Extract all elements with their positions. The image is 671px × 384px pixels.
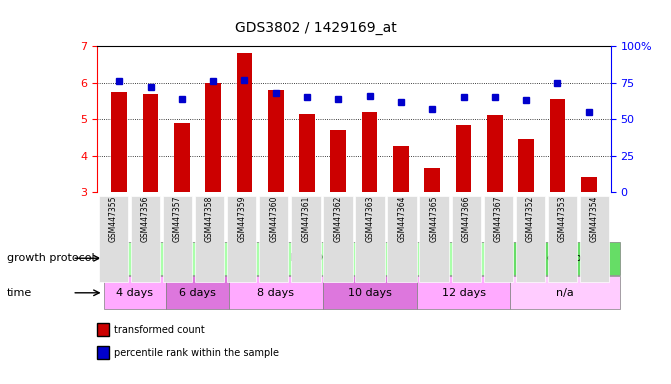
Text: GSM447352: GSM447352: [526, 196, 535, 242]
Bar: [581, 177, 597, 192]
Text: GSM447359: GSM447359: [237, 196, 246, 242]
Bar: [205, 83, 221, 192]
Text: GSM447364: GSM447364: [398, 196, 407, 242]
Bar: [323, 276, 417, 309]
Text: time: time: [7, 288, 32, 298]
Bar: [268, 90, 284, 192]
Text: GSM447366: GSM447366: [462, 196, 471, 242]
Text: GSM447365: GSM447365: [429, 196, 439, 242]
Bar: [143, 93, 158, 192]
Text: GSM447363: GSM447363: [366, 196, 374, 242]
Bar: [331, 130, 346, 192]
Text: 6 days: 6 days: [179, 288, 216, 298]
Bar: [174, 123, 190, 192]
Text: GSM447358: GSM447358: [205, 196, 214, 242]
Text: growth protocol: growth protocol: [7, 253, 95, 263]
Bar: [237, 53, 252, 192]
Bar: [550, 99, 565, 192]
Text: GSM447354: GSM447354: [590, 196, 599, 242]
Bar: [362, 112, 377, 192]
Text: 8 days: 8 days: [257, 288, 294, 298]
Text: 10 days: 10 days: [348, 288, 392, 298]
Text: GSM447361: GSM447361: [301, 196, 310, 242]
Text: GSM447360: GSM447360: [269, 196, 278, 242]
Bar: [518, 139, 534, 192]
Bar: [511, 276, 620, 309]
Text: GSM447367: GSM447367: [494, 196, 503, 242]
Text: n/a: n/a: [556, 288, 574, 298]
Text: transformed count: transformed count: [114, 325, 205, 335]
Bar: [424, 168, 440, 192]
Bar: [103, 242, 511, 275]
Bar: [511, 242, 620, 275]
Bar: [111, 92, 127, 192]
Text: 4 days: 4 days: [116, 288, 154, 298]
Bar: [487, 115, 503, 192]
Bar: [166, 276, 229, 309]
Bar: [456, 124, 471, 192]
Text: percentile rank within the sample: percentile rank within the sample: [114, 348, 279, 358]
Text: control: control: [546, 253, 584, 263]
Text: DMSO: DMSO: [290, 253, 324, 263]
Text: GSM447362: GSM447362: [333, 196, 342, 242]
Bar: [103, 276, 166, 309]
Bar: [393, 146, 409, 192]
Text: GSM447353: GSM447353: [558, 196, 567, 242]
Text: GSM447356: GSM447356: [141, 196, 150, 242]
Bar: [299, 114, 315, 192]
Bar: [229, 276, 323, 309]
Text: GSM447355: GSM447355: [109, 196, 118, 242]
Text: GSM447357: GSM447357: [173, 196, 182, 242]
Text: 12 days: 12 days: [442, 288, 486, 298]
Bar: [417, 276, 511, 309]
Text: GDS3802 / 1429169_at: GDS3802 / 1429169_at: [235, 21, 397, 35]
